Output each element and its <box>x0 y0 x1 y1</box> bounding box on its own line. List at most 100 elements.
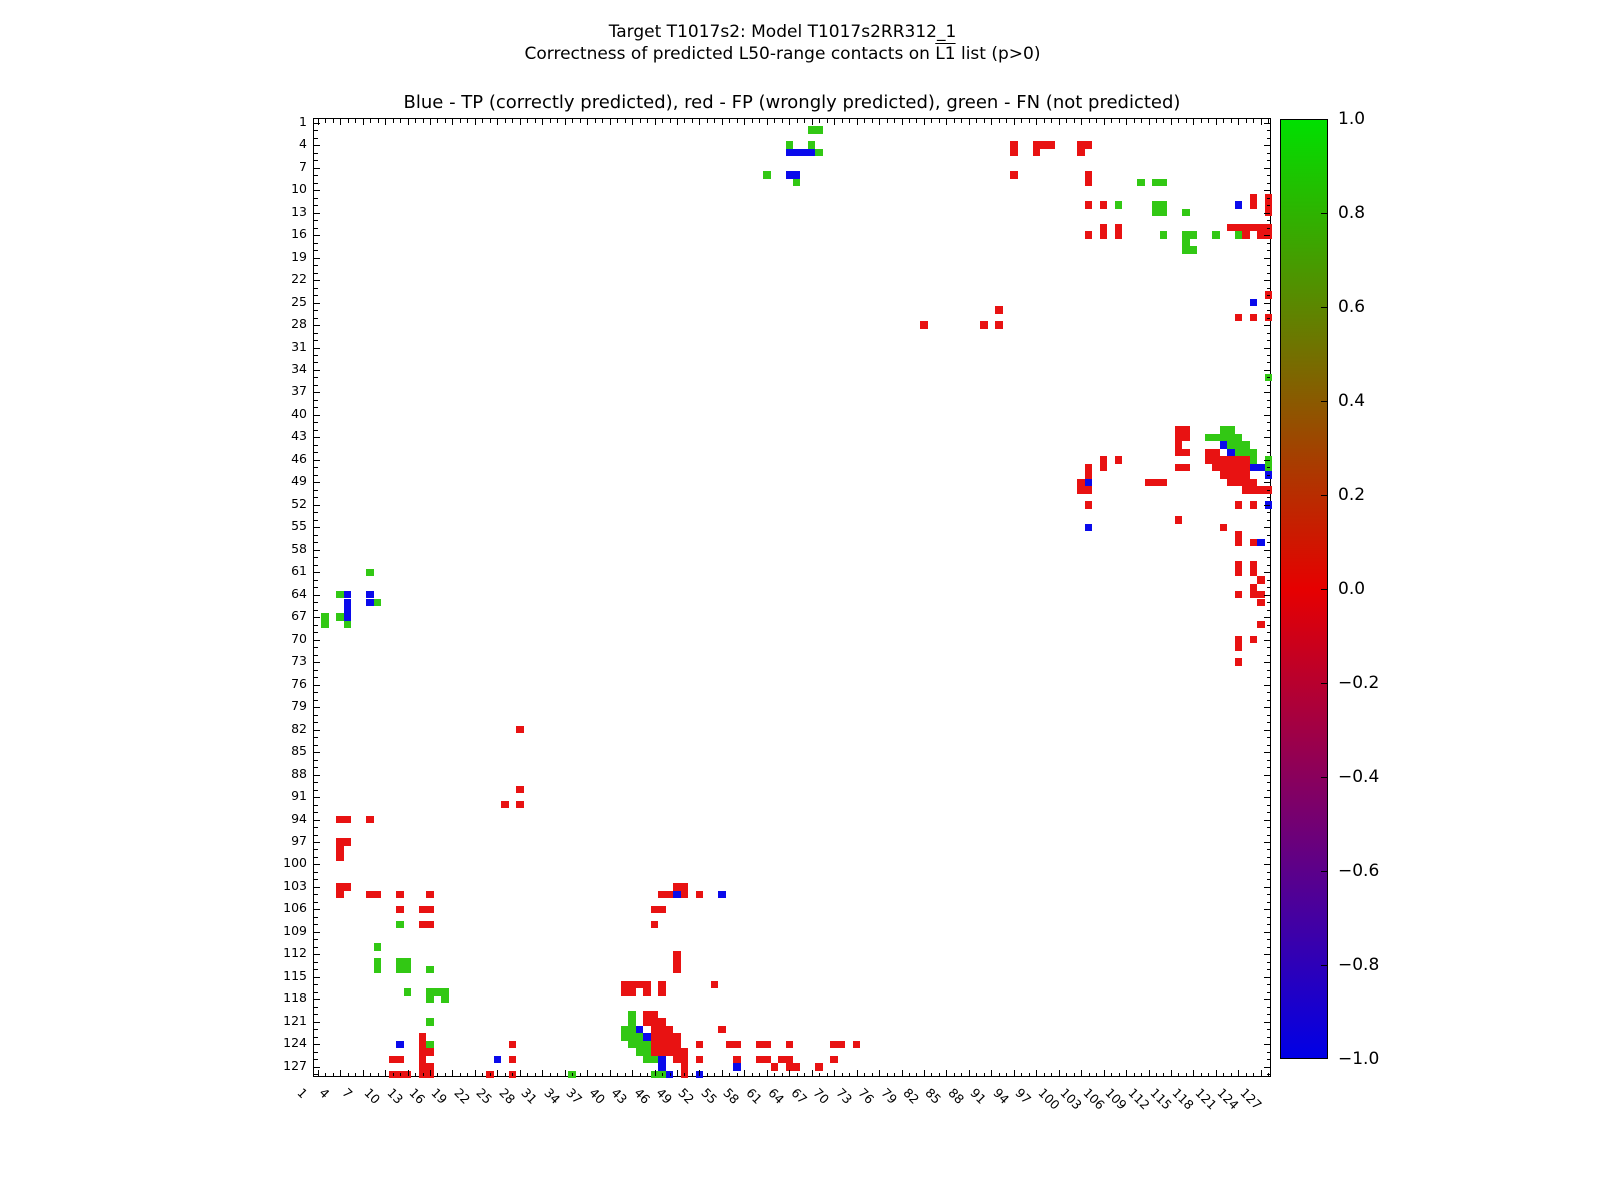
axis-tick <box>953 119 955 123</box>
x-tick-label: 85 <box>922 1085 945 1107</box>
axis-tick <box>1185 119 1187 123</box>
contact-cell-tp_blue <box>396 1040 404 1049</box>
contact-cell-fp_red <box>1249 223 1258 232</box>
contact-cell-fn_green <box>635 1048 644 1056</box>
axis-tick <box>1185 1072 1187 1076</box>
y-tick-label: 79 <box>291 698 307 714</box>
y-tick-label: 91 <box>291 788 307 804</box>
axis-tick <box>1266 512 1270 514</box>
contact-cell-fp_red <box>1227 223 1235 232</box>
axis-tick <box>314 1051 318 1053</box>
axis-tick <box>729 1072 731 1076</box>
axis-tick <box>1264 325 1270 327</box>
axis-tick <box>519 119 521 125</box>
axis-tick <box>923 119 925 125</box>
contact-cell-fp_red <box>1084 471 1093 479</box>
axis-tick <box>1266 924 1270 926</box>
axis-tick <box>1266 804 1270 806</box>
axis-tick <box>415 119 417 123</box>
axis-tick <box>1266 767 1270 769</box>
contact-cell-fp_red <box>1077 148 1085 157</box>
axis-tick <box>647 1072 649 1076</box>
contact-cell-tp_blue <box>643 1033 651 1041</box>
axis-tick <box>1266 579 1270 581</box>
axis-tick <box>684 119 686 123</box>
axis-tick <box>1264 504 1270 506</box>
contact-cell-fp_red <box>396 890 404 899</box>
contact-cell-fp_red <box>830 1040 838 1049</box>
contact-cell-fn_green <box>403 958 412 966</box>
contact-cell-fp_red <box>336 845 344 854</box>
axis-tick <box>1253 119 1255 123</box>
x-tick-label: 88 <box>945 1085 968 1107</box>
axis-tick <box>1266 242 1270 244</box>
axis-tick <box>1066 1072 1068 1076</box>
axis-tick <box>751 119 753 123</box>
contact-cell-fn_green <box>1159 208 1168 217</box>
contact-cell-fp_red <box>426 1048 434 1056</box>
axis-tick <box>1264 145 1270 147</box>
axis-tick <box>314 347 320 349</box>
y-tick-label: 88 <box>291 765 307 781</box>
axis-tick <box>314 856 318 858</box>
axis-tick <box>1264 594 1270 596</box>
axis-tick <box>534 1072 536 1076</box>
axis-tick <box>669 1072 671 1076</box>
axis-tick <box>314 564 318 566</box>
axis-tick <box>314 220 318 222</box>
axis-tick <box>314 175 318 177</box>
axis-tick <box>1208 119 1210 123</box>
axis-tick <box>314 369 320 371</box>
contact-cell-fp_red <box>673 958 681 966</box>
contact-cell-fp_red <box>1077 141 1085 149</box>
colorbar-tick <box>1321 965 1327 966</box>
axis-tick <box>314 280 320 282</box>
x-tick-label: 13 <box>383 1085 406 1107</box>
axis-tick <box>1193 1070 1195 1076</box>
contact-cell-fp_red <box>1182 433 1190 442</box>
axis-tick <box>1260 119 1262 125</box>
contact-cell-fp_red <box>650 1018 659 1026</box>
contact-cell-tp_blue <box>343 613 352 621</box>
axis-tick <box>1170 119 1172 125</box>
axis-tick <box>894 119 896 123</box>
axis-tick <box>1266 452 1270 454</box>
axis-tick <box>1266 879 1270 881</box>
contact-cell-fp_red <box>673 965 681 974</box>
axis-tick <box>1264 841 1270 843</box>
axis-tick <box>1266 130 1270 132</box>
axis-tick <box>1264 549 1270 551</box>
contact-cell-fp_red <box>343 838 352 846</box>
axis-tick <box>1111 1072 1113 1076</box>
y-tick-label: 10 <box>291 181 307 197</box>
contact-cell-fp_red <box>1219 471 1228 479</box>
axis-tick <box>347 119 349 123</box>
axis-tick <box>1266 362 1270 364</box>
contact-cell-fn_green <box>433 988 442 996</box>
y-tick-label: 73 <box>291 653 307 669</box>
contact-cell-fn_green <box>1159 231 1168 239</box>
contact-cell-tp_blue <box>793 148 801 157</box>
contact-cell-fn_green <box>1249 448 1258 457</box>
axis-tick <box>1133 119 1135 123</box>
contact-cell-tp_blue <box>1257 538 1265 547</box>
colorbar-tick <box>1321 307 1327 308</box>
axis-tick <box>639 119 641 123</box>
contact-cell-fp_red <box>1249 635 1258 644</box>
axis-tick <box>400 119 402 123</box>
x-tick-label: 76 <box>855 1085 878 1107</box>
colorbar-tick-label: −0.6 <box>1338 861 1380 881</box>
contact-cell-tp_blue <box>658 1055 666 1063</box>
contact-cell-fp_red <box>336 883 344 891</box>
contact-cell-fp_red <box>680 1055 689 1063</box>
x-tick-label: 49 <box>653 1085 676 1107</box>
contact-cell-fp_red <box>1219 523 1228 532</box>
axis-tick <box>819 119 821 123</box>
axis-tick <box>549 119 551 123</box>
contact-cell-fn_green <box>396 920 404 929</box>
contact-cell-fp_red <box>650 920 659 929</box>
axis-tick <box>314 624 318 626</box>
colorbar-tick-label: 1.0 <box>1338 109 1366 129</box>
axis-tick <box>706 119 708 123</box>
colorbar-tick <box>1321 495 1327 496</box>
